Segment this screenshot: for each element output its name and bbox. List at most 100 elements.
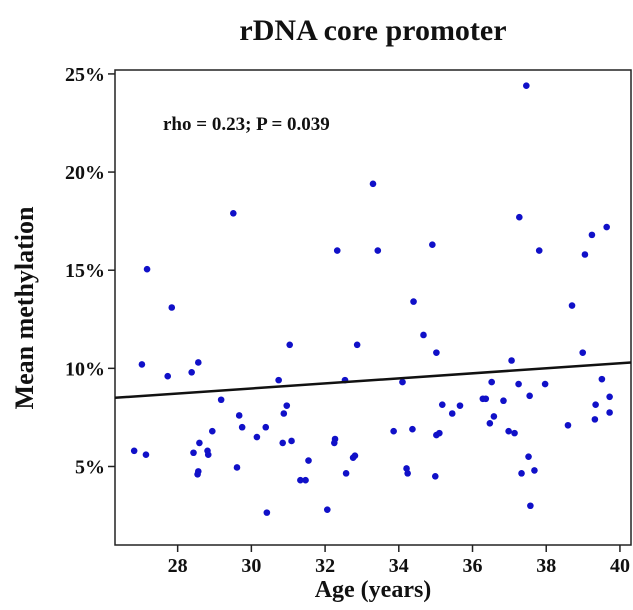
x-tick-label: 32 [315, 555, 335, 577]
point [438, 401, 446, 408]
point [286, 341, 294, 349]
point [591, 416, 599, 423]
point [297, 476, 304, 484]
point [331, 439, 338, 447]
point [323, 506, 331, 513]
point [535, 247, 543, 254]
point [399, 378, 406, 386]
point [390, 427, 397, 435]
point [436, 429, 443, 437]
point [342, 470, 350, 477]
point [262, 423, 270, 431]
point [541, 380, 549, 388]
point [598, 375, 606, 383]
point [606, 393, 613, 401]
point [143, 265, 151, 273]
point [511, 429, 518, 437]
point [606, 409, 613, 416]
point [188, 368, 195, 376]
point [579, 349, 587, 356]
point [275, 376, 282, 384]
x-tick-label: 40 [610, 555, 630, 577]
point [490, 413, 498, 420]
point [333, 247, 341, 254]
point [263, 509, 271, 516]
point [603, 223, 610, 231]
point [279, 439, 287, 447]
point [142, 451, 150, 459]
point [138, 361, 146, 368]
x-tick-label: 30 [241, 555, 261, 577]
point [433, 349, 440, 356]
point [194, 468, 202, 475]
point [523, 82, 530, 90]
point [516, 213, 523, 221]
point [369, 180, 377, 188]
y-tick-label: 10% [65, 358, 105, 380]
point [525, 453, 532, 460]
point [164, 372, 172, 380]
y-tick-label: 5% [75, 456, 105, 478]
point [456, 402, 464, 409]
point [168, 304, 176, 311]
x-axis-label: Age (years) [315, 577, 432, 603]
point [410, 298, 417, 305]
point [280, 410, 288, 417]
point [353, 341, 361, 349]
point [508, 357, 515, 364]
point [190, 449, 197, 457]
point [515, 380, 522, 388]
y-tick-label: 25% [65, 64, 105, 86]
fit-line [114, 361, 632, 400]
point [302, 476, 309, 484]
point [518, 470, 525, 477]
point [283, 402, 291, 409]
point [230, 209, 237, 217]
point [238, 423, 246, 431]
point [429, 241, 436, 248]
point [253, 433, 261, 441]
point [500, 397, 507, 405]
plot-frame [114, 69, 632, 546]
point [194, 359, 202, 366]
point [568, 302, 576, 309]
point [409, 425, 416, 433]
point [486, 420, 494, 427]
point [527, 502, 534, 510]
x-tick-label: 34 [389, 555, 409, 577]
point [233, 464, 241, 471]
point [196, 439, 203, 447]
point [431, 473, 439, 480]
annotation: rho = 0.23; P = 0.039 [163, 114, 330, 135]
y-tick-label: 15% [65, 260, 105, 282]
x-tick-label: 28 [168, 555, 188, 577]
point [403, 465, 410, 472]
point [235, 412, 243, 419]
point [351, 452, 359, 459]
point [488, 378, 495, 386]
point [204, 451, 212, 459]
point [420, 331, 427, 339]
y-axis-label: Mean methylation [10, 206, 39, 409]
y-tick-label: 20% [65, 162, 105, 184]
x-tick-label: 36 [463, 555, 483, 577]
chart-title: rDNA core promoter [239, 14, 506, 47]
point [404, 470, 411, 477]
point [482, 395, 490, 403]
point [526, 392, 533, 400]
point [448, 410, 456, 417]
point [305, 457, 312, 464]
point [505, 427, 512, 435]
x-tick-label: 38 [536, 555, 556, 577]
point [288, 437, 295, 445]
point [217, 396, 225, 404]
point [581, 251, 589, 258]
point [564, 421, 572, 429]
point [588, 231, 596, 239]
point [531, 467, 538, 474]
point [209, 427, 216, 435]
point [592, 401, 599, 408]
point [374, 247, 382, 254]
